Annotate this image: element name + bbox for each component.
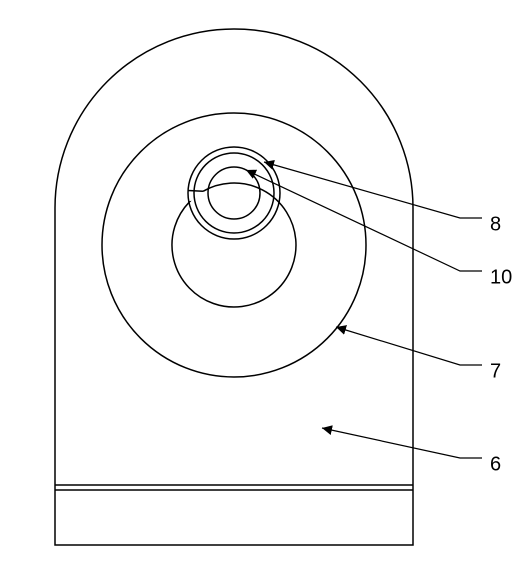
label-7: 7 <box>490 360 501 382</box>
label-10: 10 <box>490 266 512 288</box>
label-6: 6 <box>490 453 501 475</box>
label-8: 8 <box>490 213 501 235</box>
